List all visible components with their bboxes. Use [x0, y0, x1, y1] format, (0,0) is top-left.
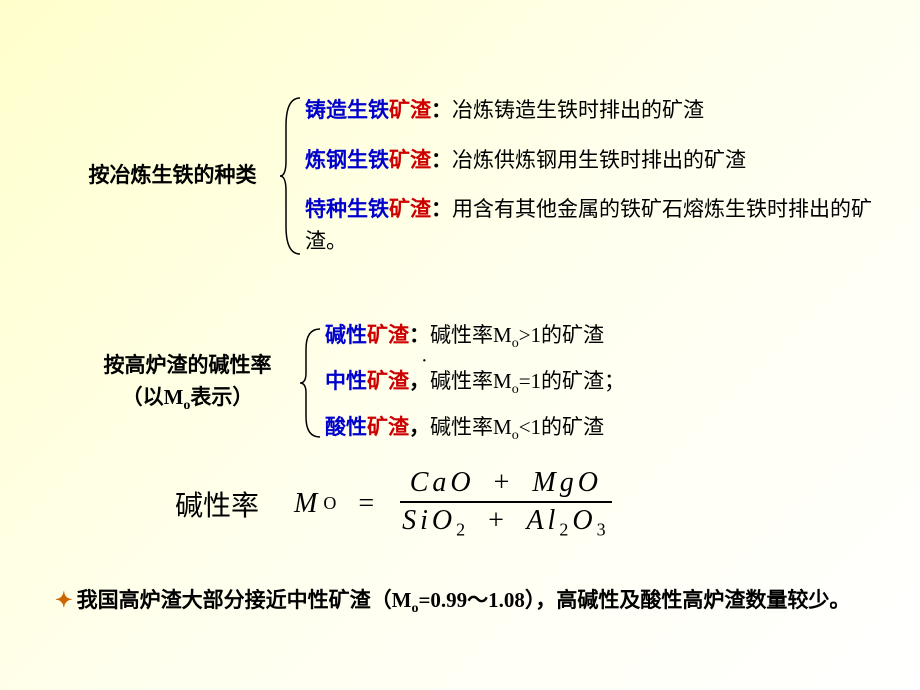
item-text: 冶炼供炼钢用生铁时排出的矿渣	[452, 148, 746, 172]
item-sub: o	[512, 336, 519, 351]
label-line2-a: （以M	[122, 385, 184, 409]
note-text2: =0.99～1.08），高碱性及酸性高炉渣数量较少。	[418, 588, 850, 612]
section1-items: 铸造生铁矿渣：冶炼铸造生铁时排出的矿渣 炼钢生铁矿渣：冶炼供炼钢用生铁时排出的矿…	[305, 95, 885, 257]
item-highlight: 矿渣	[389, 197, 431, 221]
item-text2: =1的矿渣；	[519, 369, 625, 393]
star-icon: ✦	[55, 588, 73, 612]
section1-label: 按冶炼生铁的种类	[65, 160, 280, 192]
den-b-sub1: 2	[559, 520, 572, 540]
formula-label: 碱性率	[175, 484, 259, 524]
item-colon: ：	[431, 148, 452, 172]
item-neutral-slag: 中性矿渣，碱性率Mo=1的矿渣；	[325, 366, 795, 400]
item-highlight: 矿渣	[389, 98, 431, 122]
item-prefix: 特种生铁	[305, 197, 389, 221]
item-highlight: 矿渣	[389, 148, 431, 172]
den-a-sub: 2	[456, 520, 469, 540]
brace-1	[280, 96, 305, 256]
item-text1: 碱性率M	[430, 415, 512, 439]
item-alkaline-slag: 碱性矿渣：碱性率Mo>1的矿渣	[325, 320, 795, 354]
item-colon: ：	[431, 98, 452, 122]
formula-eq: =	[358, 488, 374, 520]
den-b-sub2: 3	[597, 520, 610, 540]
formula-fraction: CaO + MgO SiO2 + Al2O3	[392, 465, 619, 543]
den-b: Al	[526, 505, 559, 536]
label-line2-b: 表示）	[190, 385, 253, 409]
section2-items: 碱性矿渣：碱性率Mo>1的矿渣 中性矿渣，碱性率Mo=1的矿渣； 酸性矿渣，碱性…	[325, 320, 795, 447]
item-prefix: 酸性	[325, 415, 367, 439]
item-text1: 碱性率M	[430, 323, 512, 347]
item-sub: o	[512, 429, 519, 444]
item-highlight: 矿渣	[367, 323, 409, 347]
item-text2: <1的矿渣	[519, 415, 604, 439]
item-special-iron-slag: 特种生铁矿渣：用含有其他金属的铁矿石熔炼生铁时排出的矿渣。	[305, 194, 885, 257]
item-prefix: 碱性	[325, 323, 367, 347]
formula-numerator: CaO + MgO	[400, 465, 612, 503]
item-highlight: 矿渣	[367, 369, 409, 393]
den-b-mid: O	[572, 505, 596, 536]
formula-lhs: M	[294, 488, 317, 520]
item-prefix: 中性	[325, 369, 367, 393]
item-text: 冶炼铸造生铁时排出的矿渣	[452, 98, 704, 122]
item-steel-iron-slag: 炼钢生铁矿渣：冶炼供炼钢用生铁时排出的矿渣	[305, 145, 885, 177]
formula-denominator: SiO2 + Al2O3	[392, 503, 619, 543]
den-plus: +	[488, 505, 508, 536]
item-highlight: 矿渣	[367, 415, 409, 439]
num-plus: +	[494, 467, 514, 498]
item-cast-iron-slag: 铸造生铁矿渣：冶炼铸造生铁时排出的矿渣	[305, 95, 885, 127]
classification-by-basicity: 按高炉渣的碱性率 （以Mo表示） 碱性矿渣：碱性率Mo>1的矿渣 中性矿渣，碱性…	[75, 320, 795, 447]
item-colon: ：	[431, 197, 452, 221]
section2-label: 按高炉渣的碱性率 （以Mo表示）	[75, 350, 300, 416]
num-b: MgO	[532, 467, 602, 498]
basicity-formula: 碱性率 M O = CaO + MgO SiO2 + Al2O3	[175, 465, 775, 543]
item-sub: o	[512, 382, 519, 397]
item-colon: ：	[409, 323, 430, 347]
item-prefix: 铸造生铁	[305, 98, 389, 122]
item-text2: >1的矿渣	[519, 323, 604, 347]
classification-by-iron-type: 按冶炼生铁的种类 铸造生铁矿渣：冶炼铸造生铁时排出的矿渣 炼钢生铁矿渣：冶炼供炼…	[65, 95, 885, 257]
den-a: SiO	[402, 505, 456, 536]
item-colon: ，	[409, 415, 430, 439]
num-a: CaO	[410, 467, 475, 498]
note-text1: 我国高炉渣大部分接近中性矿渣（M	[77, 588, 412, 612]
brace-2	[300, 327, 325, 439]
item-prefix: 炼钢生铁	[305, 148, 389, 172]
item-acidic-slag: 酸性矿渣，碱性率Mo<1的矿渣	[325, 412, 795, 446]
formula-lhs-sub: O	[323, 493, 336, 514]
footnote: ✦我国高炉渣大部分接近中性矿渣（Mo=0.99～1.08），高碱性及酸性高炉渣数…	[55, 585, 870, 619]
label-line1: 按高炉渣的碱性率	[104, 353, 272, 377]
item-text1: 碱性率M	[430, 369, 512, 393]
dot-marker: ·	[421, 350, 428, 373]
